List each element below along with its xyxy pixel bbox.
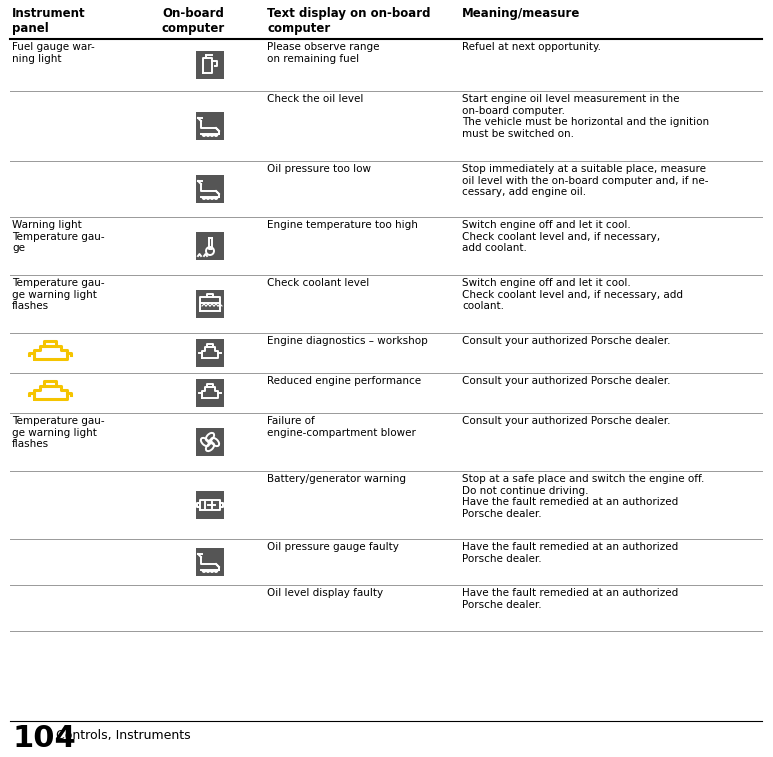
Bar: [196, 428, 224, 456]
Text: Oil pressure too low: Oil pressure too low: [267, 164, 371, 174]
Bar: [196, 379, 224, 407]
Text: Text display on on-board
computer: Text display on on-board computer: [267, 7, 431, 35]
Text: Consult your authorized Porsche dealer.: Consult your authorized Porsche dealer.: [462, 336, 670, 346]
Text: Engine temperature too high: Engine temperature too high: [267, 220, 418, 230]
Text: Check coolant level: Check coolant level: [267, 278, 369, 288]
Text: Have the fault remedied at an authorized
Porsche dealer.: Have the fault remedied at an authorized…: [462, 588, 678, 609]
Text: Temperature gau-
ge warning light
flashes: Temperature gau- ge warning light flashe…: [12, 278, 104, 311]
Text: Failure of
engine-compartment blower: Failure of engine-compartment blower: [267, 416, 416, 438]
Text: Stop at a safe place and switch the engine off.
Do not continue driving.
Have th: Stop at a safe place and switch the engi…: [462, 474, 704, 519]
Text: Switch engine off and let it cool.
Check coolant level and, if necessary, add
co: Switch engine off and let it cool. Check…: [462, 278, 683, 311]
Text: Stop immediately at a suitable place, measure
oil level with the on-board comput: Stop immediately at a suitable place, me…: [462, 164, 709, 198]
Text: Please observe range
on remaining fuel: Please observe range on remaining fuel: [267, 42, 380, 64]
Text: Fuel gauge war-
ning light: Fuel gauge war- ning light: [12, 42, 95, 64]
Circle shape: [208, 440, 212, 444]
Bar: [196, 175, 224, 203]
Bar: [196, 51, 224, 79]
Bar: [196, 339, 224, 367]
Text: Meaning/measure: Meaning/measure: [462, 7, 581, 20]
Text: Instrument
panel: Instrument panel: [12, 7, 86, 35]
Bar: [196, 548, 224, 576]
Text: Oil pressure gauge faulty: Oil pressure gauge faulty: [267, 542, 399, 552]
Text: Have the fault remedied at an authorized
Porsche dealer.: Have the fault remedied at an authorized…: [462, 542, 678, 564]
Text: Check the oil level: Check the oil level: [267, 94, 363, 104]
Text: Temperature gau-
ge warning light
flashes: Temperature gau- ge warning light flashe…: [12, 416, 104, 449]
Text: Warning light
Temperature gau-
ge: Warning light Temperature gau- ge: [12, 220, 104, 253]
Text: Switch engine off and let it cool.
Check coolant level and, if necessary,
add co: Switch engine off and let it cool. Check…: [462, 220, 660, 253]
Text: Refuel at next opportunity.: Refuel at next opportunity.: [462, 42, 601, 52]
Text: Start engine oil level measurement in the
on-board computer.
The vehicle must be: Start engine oil level measurement in th…: [462, 94, 709, 139]
Text: Oil level display faulty: Oil level display faulty: [267, 588, 383, 598]
Text: Battery/generator warning: Battery/generator warning: [267, 474, 406, 484]
Text: Engine diagnostics – workshop: Engine diagnostics – workshop: [267, 336, 427, 346]
Text: Controls, Instruments: Controls, Instruments: [56, 729, 191, 742]
Text: On-board
computer: On-board computer: [162, 7, 225, 35]
Text: Consult your authorized Porsche dealer.: Consult your authorized Porsche dealer.: [462, 416, 670, 426]
Text: Consult your authorized Porsche dealer.: Consult your authorized Porsche dealer.: [462, 376, 670, 386]
Bar: [196, 491, 224, 519]
Bar: [196, 112, 224, 140]
Text: 104: 104: [12, 724, 76, 753]
Bar: [196, 232, 224, 260]
Bar: [196, 290, 224, 318]
Text: Reduced engine performance: Reduced engine performance: [267, 376, 421, 386]
